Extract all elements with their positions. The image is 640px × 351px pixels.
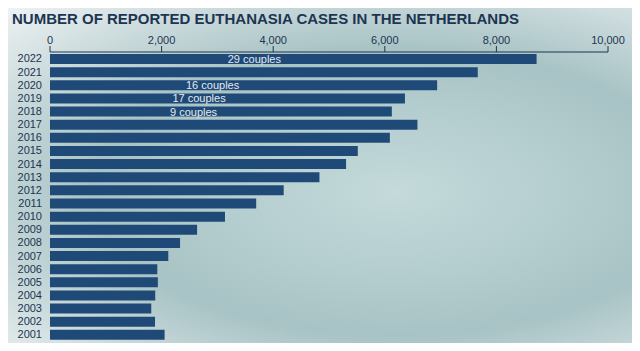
svg-text:2005: 2005 bbox=[18, 276, 42, 288]
svg-text:2,000: 2,000 bbox=[148, 34, 176, 46]
svg-text:2014: 2014 bbox=[18, 158, 42, 170]
svg-text:2015: 2015 bbox=[18, 144, 42, 156]
svg-text:2017: 2017 bbox=[18, 118, 42, 130]
svg-text:2011: 2011 bbox=[18, 197, 42, 209]
svg-text:2004: 2004 bbox=[18, 289, 42, 301]
svg-text:2016: 2016 bbox=[18, 131, 42, 143]
svg-text:2013: 2013 bbox=[18, 171, 42, 183]
svg-text:2018: 2018 bbox=[18, 105, 42, 117]
svg-text:2022: 2022 bbox=[18, 52, 42, 64]
svg-text:2021: 2021 bbox=[18, 66, 42, 78]
svg-text:2012: 2012 bbox=[18, 184, 42, 196]
svg-text:16 couples: 16 couples bbox=[186, 79, 240, 91]
svg-text:2002: 2002 bbox=[18, 315, 42, 327]
svg-text:8,000: 8,000 bbox=[483, 34, 511, 46]
svg-text:2008: 2008 bbox=[18, 236, 42, 248]
svg-text:2020: 2020 bbox=[18, 79, 42, 91]
svg-text:0: 0 bbox=[47, 34, 53, 46]
svg-text:4,000: 4,000 bbox=[259, 34, 287, 46]
svg-text:2010: 2010 bbox=[18, 210, 42, 222]
svg-text:6,000: 6,000 bbox=[371, 34, 399, 46]
svg-text:10,000: 10,000 bbox=[591, 34, 625, 46]
svg-text:2001: 2001 bbox=[18, 328, 42, 340]
svg-text:9 couples: 9 couples bbox=[170, 106, 218, 118]
svg-text:29 couples: 29 couples bbox=[228, 53, 282, 65]
svg-text:2007: 2007 bbox=[18, 250, 42, 262]
svg-text:2003: 2003 bbox=[18, 302, 42, 314]
svg-text:17 couples: 17 couples bbox=[172, 92, 226, 104]
svg-text:2009: 2009 bbox=[18, 223, 42, 235]
html-text:NUMBER OF REPORTED EUTHANASIA: NUMBER OF REPORTED EUTHANASIA CASES IN T… bbox=[12, 10, 519, 27]
svg-text:2006: 2006 bbox=[18, 263, 42, 275]
svg-text:2019: 2019 bbox=[18, 92, 42, 104]
